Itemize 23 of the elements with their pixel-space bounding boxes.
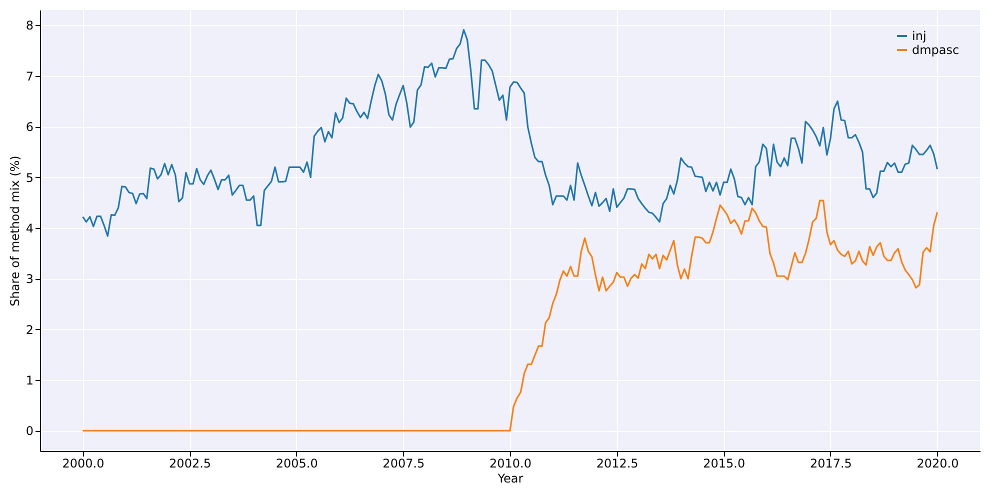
y-tick-label: 8 <box>26 18 34 33</box>
y-tick-label: 4 <box>26 221 34 236</box>
x-axis-title: Year <box>496 472 524 486</box>
y-tick-label: 5 <box>26 170 34 185</box>
x-tick-label: 2017.5 <box>810 456 852 470</box>
x-tick-label: 2000.0 <box>62 456 104 470</box>
y-tick-label: 1 <box>26 374 34 388</box>
y-tick-label: 7 <box>26 69 34 84</box>
y-tick-label: 3 <box>26 272 34 286</box>
legend-label: dmpasc <box>912 43 960 57</box>
x-tick-label: 2007.5 <box>382 456 425 470</box>
x-tick-label: 2010.0 <box>490 456 532 470</box>
x-tick-label: 2005.0 <box>276 456 318 470</box>
x-tick-label: 2020.0 <box>916 456 959 470</box>
y-tick-label: 0 <box>26 424 34 438</box>
x-tick-label: 2015.0 <box>703 456 746 470</box>
x-tick-label: 2002.5 <box>169 456 212 470</box>
y-tick-label: 2 <box>26 322 34 337</box>
y-axis-title: Share of method mix (%) <box>8 156 22 306</box>
line-series <box>82 200 938 432</box>
y-tick-label: 6 <box>26 120 34 134</box>
legend-label: inj <box>912 29 926 43</box>
x-tick-label: 2012.5 <box>596 456 638 470</box>
